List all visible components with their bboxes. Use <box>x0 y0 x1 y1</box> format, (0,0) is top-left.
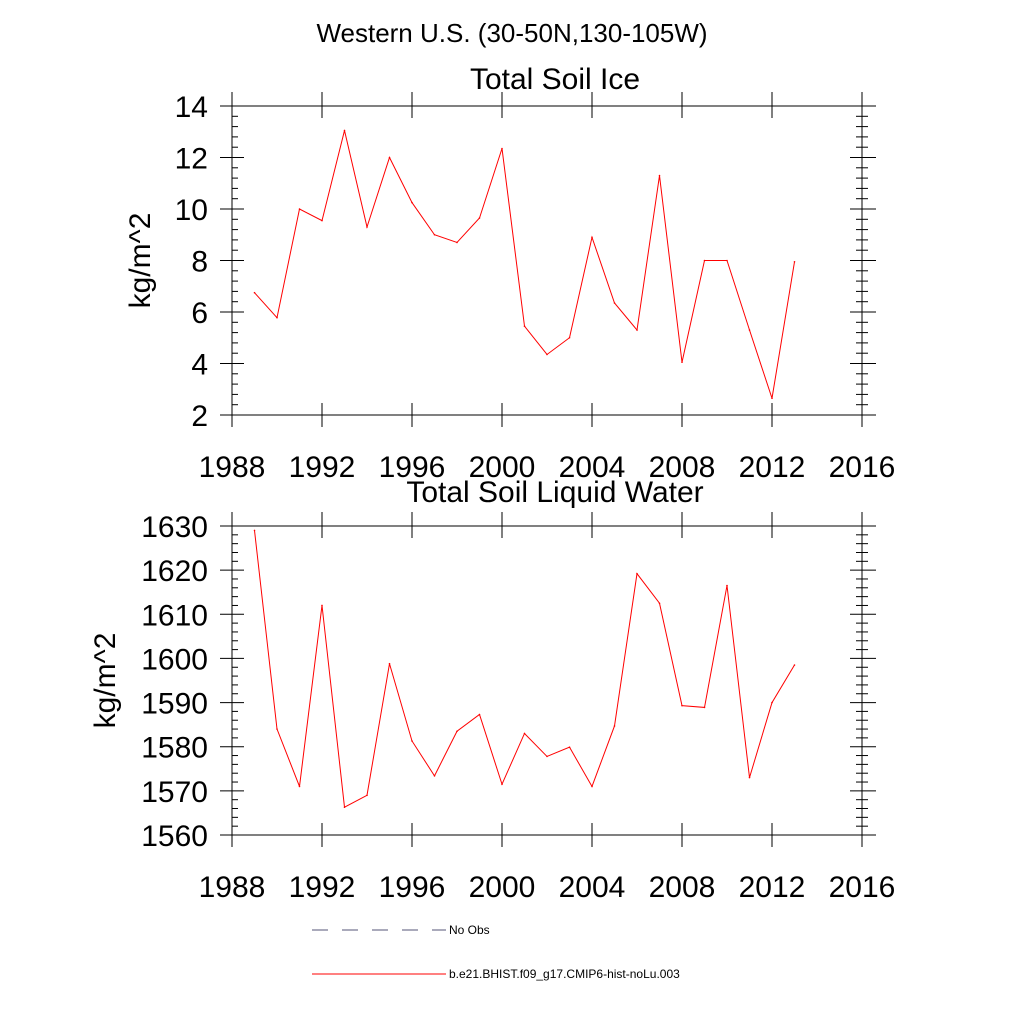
y-tick-label: 1630 <box>141 511 208 544</box>
data-point <box>276 316 278 319</box>
x-tick-label: 1996 <box>379 871 446 904</box>
data-point <box>411 201 413 204</box>
data-point <box>568 746 571 748</box>
data-point <box>321 219 323 222</box>
data-point <box>546 353 548 356</box>
y-tick-label: 1580 <box>141 732 208 765</box>
data-point <box>568 336 571 339</box>
x-tick-label: 2008 <box>649 871 716 904</box>
data-point <box>726 259 728 262</box>
legend-label-model: b.e21.BHIST.f09_g17.CMIP6-hist-noLu.003 <box>449 967 680 981</box>
y-tick-label: 1620 <box>141 555 208 588</box>
y-tick-label: 8 <box>191 246 208 279</box>
data-point <box>793 664 796 666</box>
data-point <box>591 785 593 788</box>
data-point <box>321 604 323 607</box>
x-tick-label: 2000 <box>469 871 536 904</box>
data-point <box>771 397 773 400</box>
x-tick-label: 2008 <box>649 451 716 484</box>
y-axis-label-soil-ice: kg/m^2 <box>124 213 157 309</box>
x-tick-label: 2004 <box>559 451 626 484</box>
data-point <box>501 783 503 786</box>
data-point <box>681 704 683 707</box>
data-point <box>523 732 526 735</box>
panel-title-soil-liquid-water: Total Soil Liquid Water <box>406 476 703 509</box>
x-tick-label: 2012 <box>739 871 806 904</box>
data-point <box>456 241 458 244</box>
y-axis-label-soil-liquid-water: kg/m^2 <box>89 633 122 729</box>
y-tick-label: 1600 <box>141 643 208 676</box>
x-tick-label: 2000 <box>469 451 536 484</box>
data-point <box>681 361 683 364</box>
data-point <box>703 706 706 709</box>
data-point <box>771 701 773 704</box>
data-point <box>343 129 346 132</box>
data-point <box>276 728 278 730</box>
data-point <box>433 775 436 777</box>
series-line-soil-liquid-water <box>254 530 795 808</box>
data-point <box>591 236 593 239</box>
x-tick-label: 2012 <box>739 451 806 484</box>
panel-title-soil-ice: Total Soil Ice <box>470 63 640 96</box>
data-point <box>523 325 526 327</box>
legend: No Obs b.e21.BHIST.f09_g17.CMIP6-hist-no… <box>312 923 680 981</box>
data-point <box>388 662 391 665</box>
panel-soil-liquid-water: Total Soil Liquid Water 1988 1992 1996 2000… <box>89 476 895 904</box>
data-point <box>478 217 481 219</box>
data-point <box>388 156 391 159</box>
y-tick-label: 1570 <box>141 776 208 809</box>
y-tick-label: 6 <box>191 297 208 330</box>
x-tick-label: 2016 <box>829 871 896 904</box>
plot-frame-soil-ice <box>231 105 863 416</box>
data-point <box>253 291 256 294</box>
data-point <box>636 329 638 331</box>
data-point <box>613 302 616 304</box>
y-tick-label: 14 <box>175 91 208 124</box>
data-point <box>298 208 301 210</box>
data-point <box>366 794 368 797</box>
data-point <box>456 730 458 733</box>
x-tick-label: 1996 <box>379 451 446 484</box>
plot-frame-soil-liquid-water <box>231 525 863 836</box>
y-tick-label: 1610 <box>141 599 208 632</box>
data-point <box>748 329 751 331</box>
data-point <box>501 147 503 150</box>
y-tick-label: 4 <box>191 349 208 382</box>
y-tick-label: 12 <box>175 143 208 176</box>
y-tick-label: 2 <box>191 400 208 433</box>
data-point <box>433 233 436 236</box>
data-point <box>793 260 796 263</box>
data-point <box>703 259 706 262</box>
data-point <box>366 226 368 228</box>
data-point <box>411 740 413 742</box>
panel-soil-ice: Total Soil Ice 1988 1992 1996 2000 2004 2008 2… <box>124 63 895 484</box>
x-tick-label: 2016 <box>829 451 896 484</box>
data-point <box>726 584 728 587</box>
data-point <box>546 755 548 758</box>
data-point <box>636 572 638 575</box>
y-tick-label: 10 <box>175 194 208 227</box>
data-point <box>478 713 481 716</box>
x-tick-label: 1992 <box>289 871 356 904</box>
x-tick-label: 1988 <box>199 871 266 904</box>
legend-label-no-obs: No Obs <box>449 923 490 937</box>
x-tick-label: 2004 <box>559 871 626 904</box>
x-tick-label: 1988 <box>199 451 266 484</box>
y-tick-label: 1560 <box>141 820 208 853</box>
data-point <box>253 529 256 532</box>
data-point <box>613 725 616 727</box>
x-tick-label: 1992 <box>289 451 356 484</box>
data-point <box>298 785 301 788</box>
data-point <box>658 602 661 605</box>
y-tick-label: 1590 <box>141 688 208 721</box>
figure-suptitle: Western U.S. (30-50N,130-105W) <box>316 18 707 48</box>
data-point <box>658 174 661 177</box>
data-point <box>343 806 346 808</box>
series-line-soil-ice <box>254 130 795 399</box>
data-point <box>748 776 751 779</box>
